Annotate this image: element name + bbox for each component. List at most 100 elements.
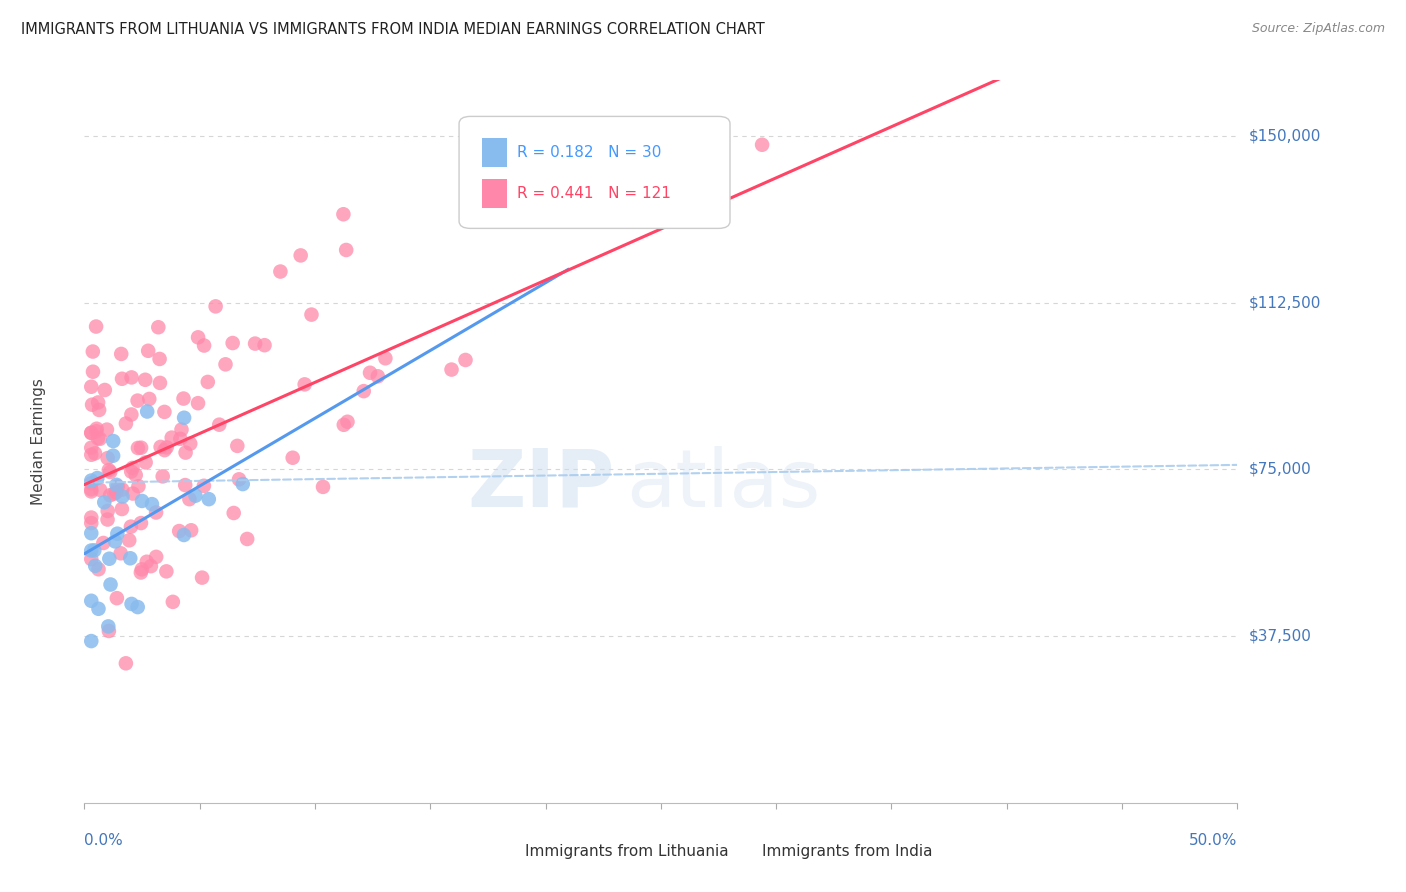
Point (173, 410, 195, 425)
Point (170, 423, 193, 437)
Point (138, 392, 160, 406)
Point (80, 425, 103, 440)
Point (374, 351, 396, 366)
Point (193, 338, 215, 352)
Point (87, 562, 110, 576)
Point (97, 619, 120, 633)
Point (86, 424, 108, 438)
Point (118, 533, 141, 548)
Point (82, 344, 104, 359)
Point (180, 523, 202, 537)
Point (80, 543, 103, 558)
Point (169, 432, 191, 446)
Point (80, 526, 103, 541)
Point (134, 373, 156, 387)
Point (198, 492, 221, 507)
Point (281, 450, 304, 465)
Point (82, 365, 104, 379)
Point (173, 528, 195, 542)
Text: R = 0.441   N = 121: R = 0.441 N = 121 (517, 186, 671, 202)
Point (105, 485, 128, 500)
FancyBboxPatch shape (730, 839, 755, 863)
Point (127, 479, 149, 493)
Point (96, 512, 118, 526)
Point (110, 347, 132, 361)
Point (97, 624, 120, 638)
Point (454, 353, 477, 368)
Point (367, 369, 389, 384)
Point (84, 446, 107, 460)
Point (135, 555, 157, 569)
Point (145, 506, 167, 520)
Point (139, 559, 162, 574)
Text: atlas: atlas (626, 446, 821, 524)
Point (136, 404, 159, 418)
FancyBboxPatch shape (460, 116, 730, 228)
Text: IMMIGRANTS FROM LITHUANIA VS IMMIGRANTS FROM INDIA MEDIAN EARNINGS CORRELATION C: IMMIGRANTS FROM LITHUANIA VS IMMIGRANTS … (21, 22, 765, 37)
Point (80, 594, 103, 608)
Point (110, 546, 132, 560)
Point (197, 375, 219, 389)
Point (129, 566, 152, 580)
Point (184, 489, 207, 503)
Point (100, 577, 122, 591)
Point (105, 526, 128, 541)
Point (125, 468, 148, 483)
Point (353, 384, 375, 398)
Text: 50.0%: 50.0% (1189, 833, 1237, 848)
Point (87, 395, 110, 409)
Point (149, 351, 172, 366)
Point (187, 396, 209, 410)
Point (93, 536, 115, 550)
Point (98, 465, 121, 479)
Point (359, 366, 381, 380)
Point (103, 434, 125, 448)
Point (162, 595, 184, 609)
Point (136, 343, 159, 358)
Point (228, 472, 250, 486)
Point (226, 439, 249, 453)
Point (208, 417, 231, 432)
Point (156, 441, 179, 455)
Point (253, 338, 276, 352)
Point (80, 425, 103, 440)
Point (87, 431, 110, 445)
Point (115, 417, 138, 431)
Point (167, 524, 190, 538)
Point (141, 497, 163, 511)
Point (174, 445, 197, 459)
Point (148, 320, 170, 334)
Point (191, 571, 214, 585)
Point (96, 423, 118, 437)
Point (98, 488, 121, 502)
Point (193, 479, 215, 493)
Point (80, 441, 103, 455)
Point (204, 299, 226, 313)
Text: $75,000: $75,000 (1249, 462, 1312, 477)
Point (121, 486, 143, 500)
Point (89, 403, 111, 417)
Point (105, 591, 128, 606)
Point (120, 408, 142, 422)
Point (290, 248, 312, 262)
Point (145, 549, 167, 564)
Point (127, 393, 149, 408)
Point (127, 600, 149, 615)
Point (336, 415, 359, 429)
Point (80, 510, 103, 524)
Point (89, 483, 111, 497)
Text: $37,500: $37,500 (1249, 629, 1312, 643)
Point (153, 443, 176, 458)
Point (120, 551, 142, 566)
Point (187, 330, 209, 344)
Point (80, 483, 103, 497)
Point (129, 441, 152, 455)
Point (131, 562, 153, 576)
Text: Source: ZipAtlas.com: Source: ZipAtlas.com (1251, 22, 1385, 36)
Point (103, 486, 125, 500)
Point (111, 502, 134, 516)
Point (121, 370, 143, 384)
FancyBboxPatch shape (482, 138, 508, 167)
Point (440, 362, 463, 376)
Point (155, 565, 177, 579)
